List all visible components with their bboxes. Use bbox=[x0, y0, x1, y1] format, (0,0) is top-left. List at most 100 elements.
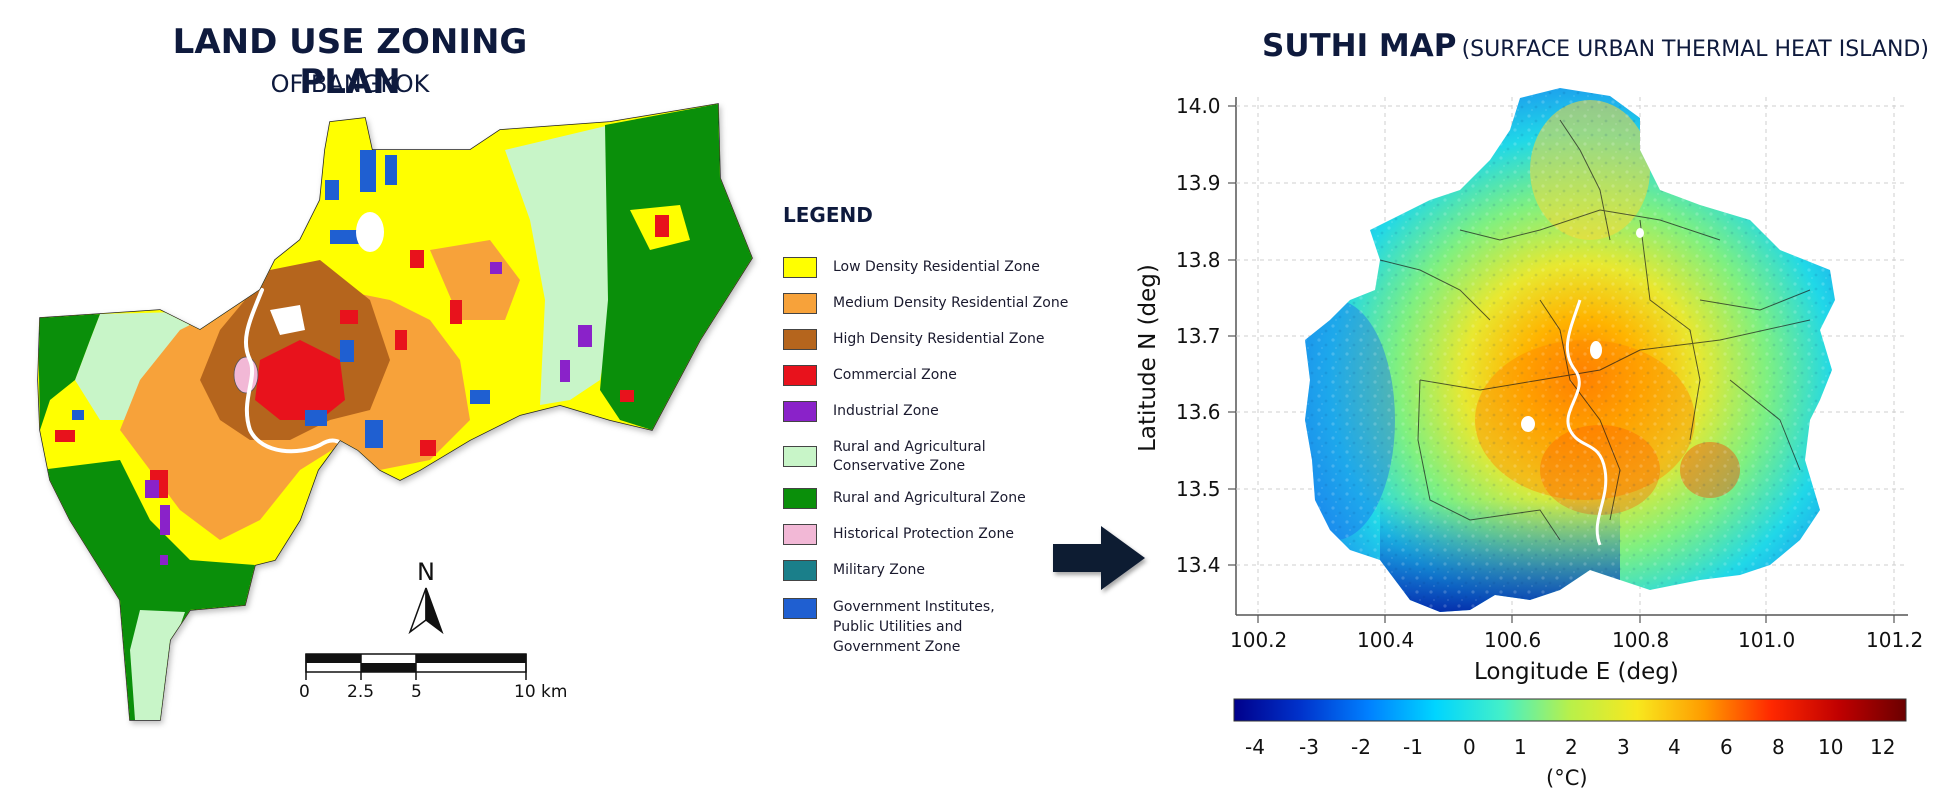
cb-tick: 10 bbox=[1818, 735, 1844, 759]
commercial-patch bbox=[450, 300, 462, 324]
historical-zone bbox=[233, 356, 259, 394]
legend-label: Rural and Agricultural Zone bbox=[833, 490, 1026, 506]
industrial-patch bbox=[160, 505, 170, 535]
y-axis-title: Latitude N (deg) bbox=[1135, 264, 1161, 452]
gov-patch bbox=[305, 410, 327, 426]
legend-swatch bbox=[783, 524, 817, 545]
commercial-patch bbox=[410, 250, 424, 268]
gov-patch bbox=[340, 340, 354, 362]
x-tick-100-2: 100.2 bbox=[1230, 628, 1288, 652]
cb-tick: 0 bbox=[1463, 735, 1476, 759]
commercial-patch bbox=[340, 310, 358, 324]
x-tick-101-2: 101.2 bbox=[1866, 628, 1924, 652]
zoning-map: N bbox=[37, 103, 753, 721]
cb-tick: 2 bbox=[1565, 735, 1578, 759]
right-map-title-main: SUTHI MAP bbox=[1262, 28, 1457, 64]
industrial-patch bbox=[560, 360, 570, 382]
plot-axes bbox=[1235, 97, 1908, 616]
legend-swatch bbox=[783, 365, 817, 386]
legend-swatch bbox=[783, 401, 817, 422]
right-map-title: SUTHI MAP (SURFACE URBAN THERMAL HEAT IS… bbox=[1262, 28, 1942, 64]
legend-title: LEGEND bbox=[783, 203, 873, 227]
colorbar-unit: (°C) bbox=[1546, 766, 1588, 790]
left-map-title: LAND USE ZONING PLAN bbox=[172, 22, 528, 102]
cb-tick: 6 bbox=[1720, 735, 1733, 759]
commercial-patch bbox=[395, 330, 407, 350]
gov-patch bbox=[365, 420, 383, 448]
y-tick-13-7: 13.7 bbox=[1176, 324, 1221, 348]
commercial-patch bbox=[620, 390, 634, 402]
suhi-heatmap bbox=[1305, 88, 1835, 612]
blank-area bbox=[356, 212, 384, 252]
x-tick-101-0: 101.0 bbox=[1738, 628, 1796, 652]
cb-tick: 12 bbox=[1870, 735, 1896, 759]
rural-agricultural-west bbox=[38, 314, 100, 430]
industrial-patch bbox=[578, 325, 592, 347]
gov-patch bbox=[470, 390, 490, 404]
gridlines bbox=[1236, 97, 1908, 615]
y-tick-14-0: 14.0 bbox=[1176, 94, 1221, 118]
cb-tick: -2 bbox=[1351, 735, 1371, 759]
legend-label: Government Institutes, Public Utilities … bbox=[833, 599, 995, 655]
legend-swatch bbox=[783, 257, 817, 278]
cb-tick: 8 bbox=[1772, 735, 1785, 759]
commercial-patch bbox=[655, 215, 669, 237]
right-map-title-paren: (SURFACE URBAN THERMAL HEAT ISLAND) bbox=[1461, 37, 1929, 62]
y-tick-13-4: 13.4 bbox=[1176, 553, 1221, 577]
cb-tick: -4 bbox=[1245, 735, 1265, 759]
colorbar bbox=[1233, 698, 1907, 722]
commercial-patch bbox=[420, 440, 436, 456]
gov-patch bbox=[360, 150, 376, 192]
legend-swatch bbox=[783, 488, 817, 509]
cb-tick: -3 bbox=[1299, 735, 1319, 759]
industrial-patch bbox=[490, 262, 502, 274]
cb-tick: 4 bbox=[1668, 735, 1681, 759]
rural-conservative-south bbox=[130, 610, 185, 720]
gov-patch bbox=[385, 155, 397, 185]
legend-swatch bbox=[783, 598, 817, 619]
industrial-patch bbox=[145, 480, 159, 498]
scale-bar bbox=[305, 653, 527, 680]
x-tick-100-8: 100.8 bbox=[1612, 628, 1670, 652]
right-arrow-icon bbox=[1053, 526, 1145, 590]
cb-tick: -1 bbox=[1403, 735, 1423, 759]
x-axis-title: Longitude E (deg) bbox=[1474, 659, 1679, 685]
legend-label: Commercial Zone bbox=[833, 367, 957, 383]
scale-label-0: 0 bbox=[299, 682, 310, 702]
x-tick-100-6: 100.6 bbox=[1484, 628, 1542, 652]
legend-swatch bbox=[783, 293, 817, 314]
y-tick-13-5: 13.5 bbox=[1176, 477, 1221, 501]
rural-agricultural-southwest bbox=[40, 460, 255, 720]
left-map-subtitle: OF BANGKOK bbox=[270, 70, 430, 98]
commercial-patch bbox=[55, 430, 75, 442]
scale-label-10km: 10 km bbox=[514, 682, 568, 702]
x-tick-100-4: 100.4 bbox=[1357, 628, 1415, 652]
scale-label-5: 5 bbox=[411, 682, 422, 702]
cb-tick: 1 bbox=[1514, 735, 1527, 759]
legend-label: Medium Density Residential Zone bbox=[833, 295, 1069, 311]
north-arrow-icon bbox=[408, 587, 444, 635]
gov-patch bbox=[325, 180, 339, 200]
gov-patch bbox=[330, 230, 360, 244]
rural-agricultural-east bbox=[600, 104, 752, 430]
gov-patch bbox=[72, 410, 84, 420]
legend-label: Industrial Zone bbox=[833, 403, 939, 419]
y-tick-13-9: 13.9 bbox=[1176, 171, 1221, 195]
tick-marks bbox=[1228, 105, 1895, 623]
y-tick-13-6: 13.6 bbox=[1176, 400, 1221, 424]
legend-label: Low Density Residential Zone bbox=[833, 259, 1040, 275]
legend-label: Military Zone bbox=[833, 562, 925, 578]
north-label: N bbox=[417, 558, 435, 586]
commercial-core bbox=[255, 340, 345, 420]
legend-label: High Density Residential Zone bbox=[833, 331, 1045, 347]
blank-area bbox=[270, 305, 305, 335]
legend-label: Rural and Agricultural Conservative Zone bbox=[833, 439, 986, 474]
legend-label: Historical Protection Zone bbox=[833, 526, 1014, 542]
legend-swatch bbox=[783, 446, 817, 467]
legend-swatch bbox=[783, 560, 817, 581]
cb-tick: 3 bbox=[1617, 735, 1630, 759]
y-tick-13-8: 13.8 bbox=[1176, 248, 1221, 272]
legend-swatch bbox=[783, 329, 817, 350]
industrial-patch bbox=[160, 555, 168, 565]
scale-label-2-5: 2.5 bbox=[347, 682, 375, 702]
